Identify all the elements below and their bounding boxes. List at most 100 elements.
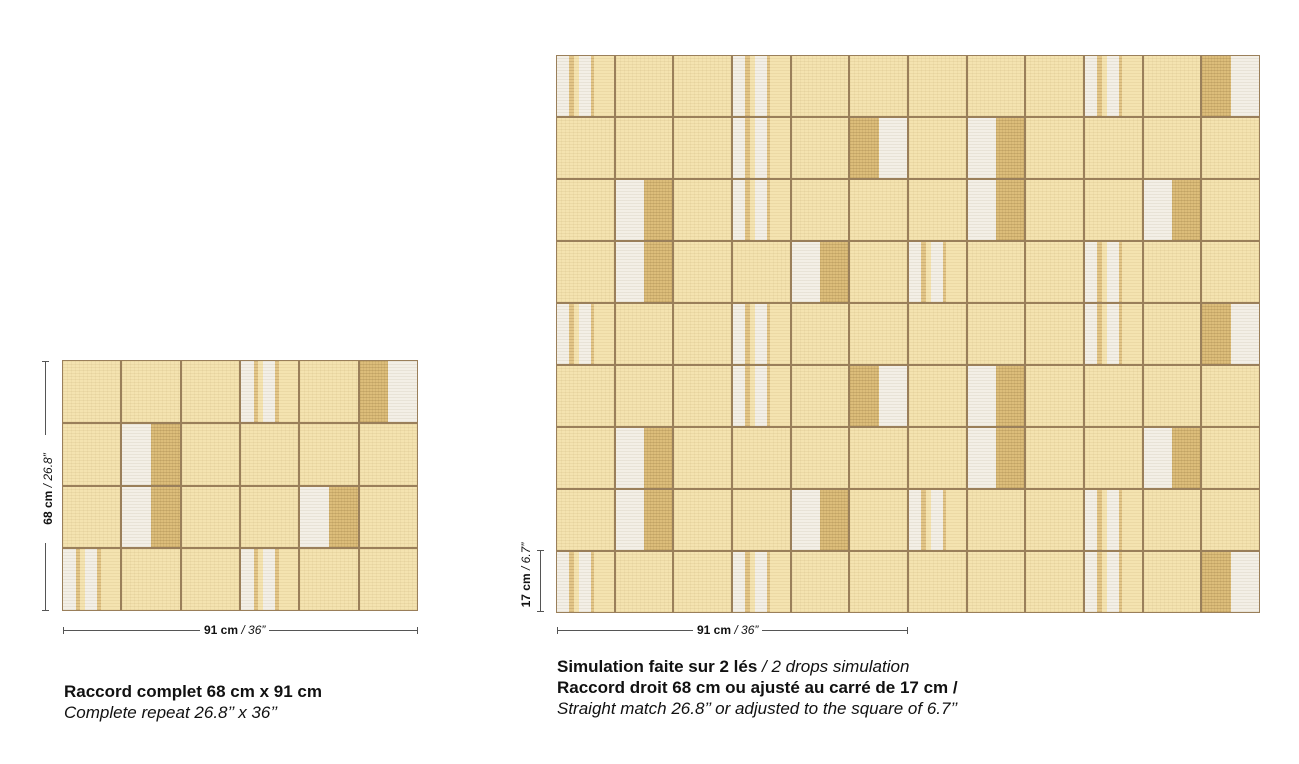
left-tile-plain [63, 361, 121, 422]
right-tile-plain [557, 366, 614, 426]
right-tile-stripes-white-cream [1085, 304, 1142, 364]
right-tile-stripes-white-cream [557, 304, 614, 364]
right-tile-plain [791, 428, 849, 488]
height-dimension-tick [42, 610, 49, 611]
right-tile-tan-left-white-right [1202, 304, 1259, 364]
left-tile-stripes-white-cream [63, 549, 121, 610]
left-tile-plain [240, 486, 299, 548]
right-tile-stripes-white-cream [1085, 56, 1142, 116]
square-dimension-tick [537, 611, 544, 612]
right-tile-plain [1143, 366, 1201, 426]
right-tile-plain [557, 242, 614, 302]
match-caption-fr: Raccord droit 68 cm ou ajusté au carré d… [557, 678, 958, 697]
left-tile-stripes-white-cream [240, 549, 299, 610]
right-tile-plain [850, 242, 907, 302]
right-tile-plain [909, 366, 966, 426]
right-tile-plain [909, 304, 966, 364]
right-tile-plain [909, 428, 966, 488]
width-dimension-label: 91 cm / 36” [200, 623, 270, 637]
right-tile-stripes-white-cream [733, 366, 790, 426]
drop-width-dimension-tick [907, 627, 908, 634]
right-tile-plain [1202, 118, 1259, 178]
right-tile-stripes-white-cream [1085, 552, 1142, 612]
right-tile-plain [850, 304, 907, 364]
right-tile-plain [1143, 490, 1201, 550]
right-tile-stripes-white-cream [557, 552, 614, 612]
right-tile-stripes-white-cream [1085, 490, 1142, 550]
right-tile-plain [615, 552, 673, 612]
right-tile-white-left-tan-right [615, 428, 673, 488]
right-tile-plain [967, 304, 1025, 364]
simulation-caption-fr: Simulation faite sur 2 lés [557, 657, 758, 676]
right-tile-plain [1202, 180, 1259, 240]
right-tile-plain [1026, 242, 1083, 302]
right-tile-white-left-tan-right [615, 242, 673, 302]
right-tile-white-left-tan-right [615, 180, 673, 240]
right-tile-plain [791, 118, 849, 178]
right-tile-white-left-tan-right [1143, 428, 1201, 488]
right-tile-plain [1202, 242, 1259, 302]
right-tile-plain [1143, 56, 1201, 116]
right-tile-plain [674, 552, 731, 612]
right-tile-plain [615, 118, 673, 178]
right-tile-plain [850, 552, 907, 612]
right-tile-plain [1026, 366, 1083, 426]
right-tile-plain [909, 180, 966, 240]
right-tile-plain [791, 304, 849, 364]
left-tile-plain [300, 361, 358, 422]
right-tile-plain [615, 366, 673, 426]
right-tile-white-left-tan-right [967, 118, 1025, 178]
right-tile-white-left-tan-right [967, 428, 1025, 488]
right-tile-plain [615, 56, 673, 116]
left-tile-white-left-tan-right [122, 486, 180, 548]
right-tile-tan-left-white-right [850, 366, 907, 426]
repeat-caption-en: Complete repeat 26.8’’ x 36’’ [64, 703, 278, 722]
right-tile-tan-left-white-right [1202, 56, 1259, 116]
square-dimension-tick [537, 550, 544, 551]
right-tile-plain [615, 304, 673, 364]
right-tile-plain [733, 428, 790, 488]
right-tile-plain [791, 56, 849, 116]
left-tile-plain [63, 423, 121, 485]
right-tile-plain [1026, 304, 1083, 364]
left-tile-plain [359, 423, 417, 485]
height-dimension-tick [42, 361, 49, 362]
right-tile-plain [674, 180, 731, 240]
simulation-caption: Simulation faite sur 2 lés / 2 drops sim… [557, 656, 958, 719]
right-tile-plain [1202, 366, 1259, 426]
right-tile-plain [967, 552, 1025, 612]
height-dimension-line-top [45, 361, 46, 461]
right-tile-white-left-tan-right [615, 490, 673, 550]
right-tile-plain [674, 490, 731, 550]
simulation-swatch-panel [556, 55, 1260, 613]
repeat-caption: Raccord complet 68 cm x 91 cm Complete r… [64, 681, 322, 723]
match-caption-en: Straight match 26.8’’ or adjusted to the… [557, 699, 958, 718]
drop-width-dimension-tick [557, 627, 558, 634]
right-tile-plain [674, 428, 731, 488]
right-tile-white-left-tan-right [791, 242, 849, 302]
right-tile-plain [1026, 490, 1083, 550]
right-tile-plain [1085, 366, 1142, 426]
drop-width-dimension-label: 91 cm / 36” [693, 623, 763, 637]
right-tile-stripes-white-cream [1085, 242, 1142, 302]
right-tile-stripes-white-cream [557, 56, 614, 116]
left-tile-plain [63, 486, 121, 548]
height-dimension-label: 68 cm / 26.8” [41, 435, 55, 543]
right-tile-plain [791, 180, 849, 240]
left-tile-tan-left-white-right [359, 361, 417, 422]
left-tile-plain [359, 549, 417, 610]
left-tile-plain [122, 361, 180, 422]
right-tile-plain [674, 304, 731, 364]
right-tile-plain [1143, 242, 1201, 302]
right-tile-plain [733, 242, 790, 302]
right-tile-stripes-white-cream [733, 552, 790, 612]
left-tile-plain [359, 486, 417, 548]
right-tile-plain [1026, 552, 1083, 612]
right-tile-plain [1026, 118, 1083, 178]
right-tile-stripes-white-cream [909, 242, 966, 302]
right-tile-plain [909, 118, 966, 178]
right-tile-plain [967, 242, 1025, 302]
right-tile-plain [1026, 180, 1083, 240]
right-tile-plain [1202, 490, 1259, 550]
simulation-caption-en: / 2 drops simulation [757, 657, 910, 676]
